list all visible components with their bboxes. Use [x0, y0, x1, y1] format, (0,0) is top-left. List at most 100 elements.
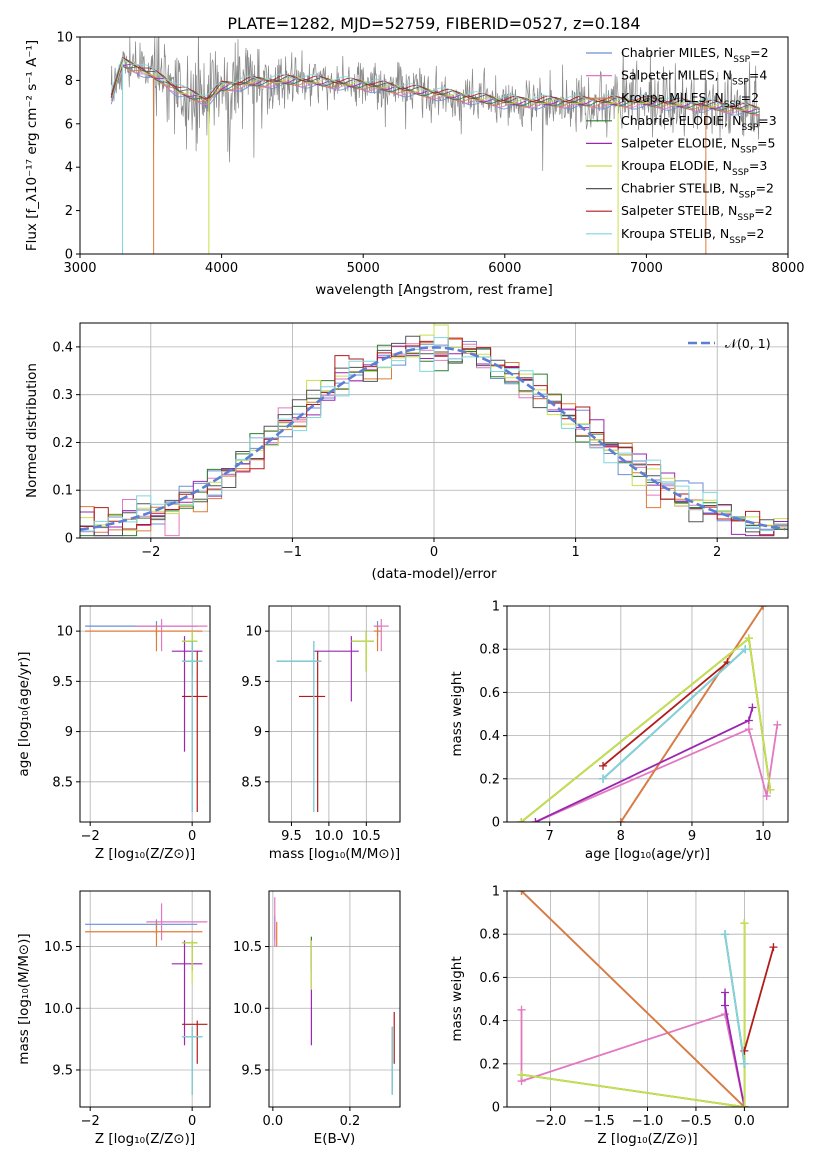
axes-frame — [268, 890, 401, 1108]
legend-nssp-n: N — [723, 158, 732, 173]
legend-nssp-val: =2 — [741, 90, 759, 105]
legend-label: Chabrier STELIB, NSSP=2 — [621, 181, 774, 201]
plus-marker — [721, 988, 730, 997]
x-tick-label: 0 — [430, 545, 438, 560]
plus-marker — [531, 818, 540, 822]
legend-nssp-val: =2 — [746, 226, 764, 241]
x-tick-label: 8 — [617, 829, 625, 844]
y-tick-label: 0 — [65, 532, 73, 547]
panel-spectrum: 3000 4000 5000 6000 7000 8000 0 2 4 6 8 10 wavelengt… — [24, 31, 805, 299]
x-axis-label: E(B-V) — [314, 1131, 356, 1147]
y-axis-label: age [log₁₀(age/yr)] — [16, 651, 32, 776]
legend-nssp-sub: SSP — [724, 100, 741, 110]
legend-nssp-sub: SSP — [729, 236, 746, 246]
legend-nssp-n: N — [724, 45, 733, 60]
figure-title: PLATE=1282, MJD=52759, FIBERID=0527, z=0… — [227, 14, 640, 33]
x-tick-label: 4000 — [205, 261, 238, 276]
plus-marker — [762, 792, 771, 801]
errorbar-point — [181, 1026, 203, 1095]
errorbar-point — [298, 651, 326, 812]
plus-marker — [740, 919, 749, 928]
panel-mass-vs-EBV: 0.0 0.2 9.5 10.0 10.5 E(B-V) — [233, 890, 401, 1147]
plot-area — [85, 619, 208, 812]
panel-age-vs-Z: −2 0 8.5 9 9.5 10 Z [log₁₀(Z/Z⊙)] age [log₁₀(ag… — [16, 605, 211, 862]
x-tick-label: 0.0 — [263, 1114, 284, 1129]
x-tick-label: 7000 — [630, 261, 663, 276]
panel-mass-vs-Z: −2 0 9.5 10.0 10.5 Z [log₁₀(Z/Z⊙)] mass [log₁₀… — [16, 890, 211, 1147]
x-tick-label: −1.5 — [583, 1114, 615, 1129]
plus-marker — [740, 1103, 749, 1107]
errorbar-point — [171, 940, 203, 1046]
legend-label: Kroupa ELODIE, NSSP=3 — [621, 158, 767, 178]
y-axis-label: mass [log₁₀(M/M⊙)] — [16, 933, 32, 1064]
model-spectrum-kroupa-stelib — [110, 57, 760, 110]
y-tick-label: 0.4 — [479, 729, 500, 744]
y-tick-label: 8.5 — [241, 775, 262, 790]
normal-curve-line — [80, 346, 786, 531]
x-tick-label: −1 — [283, 545, 302, 560]
y-axis-label: mass weight — [449, 956, 465, 1041]
y-tick-label: 9.5 — [52, 1063, 73, 1078]
legend-nssp-n: N — [732, 113, 741, 128]
y-tick-label: 10.5 — [233, 940, 262, 955]
mass-weight-line — [521, 923, 746, 1107]
errorbar-point — [276, 641, 322, 812]
x-tick-label: −2 — [81, 829, 100, 844]
plus-marker — [740, 1059, 749, 1068]
x-tick-label: −0.5 — [680, 1114, 712, 1129]
panel-massweight-vs-age: 7 8 9 10 0 0.2 0.4 0.6 0.8 1 age [log₁₀(age/yr)] ma… — [449, 600, 789, 862]
plus-marker — [766, 785, 775, 794]
axes-frame — [79, 605, 211, 823]
y-tick-label: 6 — [65, 117, 73, 132]
y-tick-label: 9 — [254, 725, 262, 740]
plot-area — [274, 897, 395, 1095]
legend-nssp-sub: SSP — [741, 123, 758, 133]
legend-nssp-val: =2 — [750, 45, 768, 60]
plot-area — [517, 891, 778, 1107]
y-tick-label: 10 — [245, 625, 262, 640]
x-tick-label: 0.0 — [734, 1114, 755, 1129]
x-tick-label: 8000 — [771, 261, 804, 276]
x-tick-label: 3000 — [63, 261, 96, 276]
x-tick-label: 10.0 — [314, 829, 343, 844]
mass-weight-line — [743, 946, 775, 1052]
errorbar-point — [181, 1020, 208, 1064]
y-tick-label: 0 — [492, 816, 500, 831]
errorbar-point — [351, 631, 374, 672]
mass-weight-line — [535, 707, 754, 822]
mass-weight-line — [520, 891, 746, 1107]
legend-label: Kroupa STELIB, NSSP=2 — [621, 226, 765, 246]
plus-marker — [599, 761, 608, 770]
y-tick-label: 0.2 — [479, 772, 500, 787]
legend-nssp-n: N — [720, 226, 729, 241]
plus-marker — [616, 818, 625, 822]
x-tick-label: 2 — [713, 545, 721, 560]
legend-nssp-val: =2 — [756, 181, 774, 196]
plus-marker — [769, 943, 778, 952]
plus-marker — [773, 720, 782, 729]
y-tick-label: 8.5 — [52, 775, 73, 790]
mass-weight-line — [724, 934, 746, 1064]
y-tick-label: 0.6 — [479, 686, 500, 701]
y-tick-label: 9.5 — [52, 675, 73, 690]
plot-area — [110, 37, 761, 254]
axes-frame — [79, 890, 211, 1108]
y-axis-label: mass weight — [449, 671, 465, 756]
y-tick-label: 0.2 — [479, 1057, 500, 1072]
y-tick-label: 0.4 — [52, 340, 73, 355]
y-tick-label: 0.2 — [52, 436, 73, 451]
y-tick-label: 10 — [56, 625, 73, 640]
y-axis-label: Normed distribution — [24, 363, 40, 498]
x-axis-label: Z [log₁₀(Z/Z⊙)] — [95, 846, 195, 862]
legend-label: 𝒩(0, 1) — [725, 336, 771, 351]
y-tick-label: 10.0 — [233, 1002, 262, 1017]
plus-marker — [721, 930, 730, 939]
y-tick-label: 10 — [56, 31, 73, 46]
y-tick-label: 0.8 — [479, 928, 500, 943]
x-tick-label: 0 — [188, 1114, 196, 1129]
y-tick-label: 0.4 — [479, 1014, 500, 1029]
y-tick-label: 1 — [492, 885, 500, 900]
plus-marker — [599, 774, 608, 783]
x-tick-label: −2 — [141, 545, 160, 560]
